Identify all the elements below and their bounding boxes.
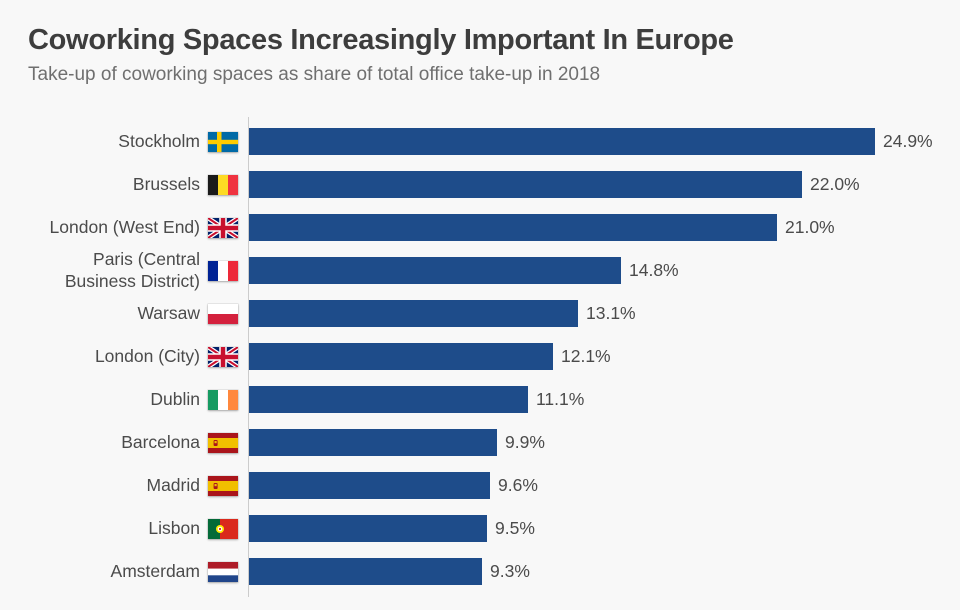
city-label: London (West End) [49, 217, 200, 238]
city-label: Warsaw [137, 303, 200, 324]
chart-row: London (City) 12.1% [28, 335, 932, 378]
city-label: Stockholm [118, 131, 200, 152]
bar-track: 9.3% [248, 550, 932, 593]
value-label: 11.1% [536, 389, 585, 410]
chart-row: Dublin 11.1% [28, 378, 932, 421]
chart-row: London (West End) 21.0% [28, 206, 932, 249]
city-label: Lisbon [148, 518, 200, 539]
bar-track: 11.1% [248, 378, 932, 421]
bar [248, 128, 875, 156]
value-label: 9.3% [490, 561, 530, 582]
bar-track: 9.9% [248, 421, 932, 464]
city-label: Madrid [146, 475, 201, 496]
united-kingdom-flag-icon [208, 217, 238, 238]
bar [248, 472, 490, 500]
bar-track: 22.0% [248, 163, 932, 206]
value-label: 21.0% [785, 217, 835, 238]
portugal-flag-icon [208, 518, 238, 539]
chart-row: Barcelona 9.9% [28, 421, 932, 464]
chart-title: Coworking Spaces Increasingly Important … [28, 24, 734, 56]
bar [248, 558, 482, 586]
bar-chart: Stockholm 24.9% Brussels 22.0% London (West … [28, 117, 933, 598]
bar-track: 9.5% [248, 507, 932, 550]
city-label: Paris (Central Business District) [64, 249, 200, 291]
value-label: 22.0% [810, 174, 860, 195]
city-label: London (City) [94, 346, 200, 367]
city-label: Brussels [132, 174, 200, 195]
value-label: 24.9% [883, 131, 933, 152]
bar [248, 257, 621, 285]
city-label: Barcelona [121, 432, 200, 453]
chart-subtitle: Take-up of coworking spaces as share of … [28, 64, 601, 86]
chart-row: Madrid 9.6% [28, 464, 932, 507]
poland-flag-icon [208, 303, 238, 324]
city-label: Dublin [150, 389, 200, 410]
value-label: 9.9% [505, 432, 545, 453]
france-flag-icon [208, 260, 238, 281]
value-label: 9.5% [495, 518, 535, 539]
chart-row: Lisbon 9.5% [28, 507, 932, 550]
chart-row: Warsaw 13.1% [28, 292, 932, 335]
sweden-flag-icon [208, 131, 238, 152]
spain-flag-icon [208, 475, 238, 496]
chart-row: Brussels 22.0% [28, 163, 932, 206]
belgium-flag-icon [208, 174, 238, 195]
netherlands-flag-icon [208, 561, 238, 582]
value-label: 9.6% [498, 475, 538, 496]
bar-track: 9.6% [248, 464, 932, 507]
bar [248, 171, 802, 199]
bar [248, 300, 578, 328]
chart-row: Stockholm 24.9% [28, 120, 933, 163]
city-label: Amsterdam [110, 561, 200, 582]
bar [248, 214, 777, 242]
bar-track: 24.9% [248, 120, 933, 163]
bar [248, 386, 528, 414]
bar-track: 14.8% [248, 249, 932, 292]
value-label: 13.1% [586, 303, 636, 324]
value-label: 14.8% [629, 260, 679, 281]
united-kingdom-flag-icon [208, 346, 238, 367]
bar-track: 21.0% [248, 206, 932, 249]
value-label: 12.1% [561, 346, 611, 367]
bar [248, 343, 553, 371]
bar-track: 12.1% [248, 335, 932, 378]
bar [248, 515, 487, 543]
spain-flag-icon [208, 432, 238, 453]
chart-row: Paris (Central Business District) 14.8% [28, 249, 932, 292]
ireland-flag-icon [208, 389, 238, 410]
chart-card: Coworking Spaces Increasingly Important … [28, 24, 933, 598]
y-axis-line [248, 117, 249, 598]
bar [248, 429, 497, 457]
chart-row: Amsterdam 9.3% [28, 550, 932, 593]
bar-track: 13.1% [248, 292, 932, 335]
